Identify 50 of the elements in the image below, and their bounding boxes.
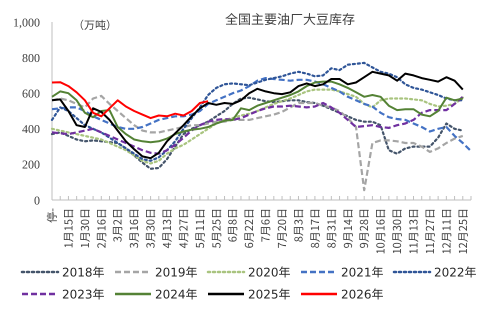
x-tick-label: 12月25日 — [454, 208, 471, 254]
line-series — [50, 96, 464, 170]
legend-label: 2022年 — [434, 266, 477, 280]
x-tick-label: 3月30日 — [142, 208, 159, 248]
legend-label: 2023年 — [62, 288, 105, 302]
x-tick-label: 11月13日 — [405, 208, 422, 254]
x-tick-label: 4月13日 — [159, 208, 176, 248]
y-tick-label: 600 — [22, 86, 40, 100]
y-tick-label: 200 — [22, 158, 40, 172]
x-tick-label: 12月11日 — [438, 208, 454, 254]
x-tick-label: 4月27日 — [175, 208, 192, 248]
line-series — [50, 77, 472, 152]
x-tick-label: 9月14日 — [340, 208, 356, 248]
legend-label: 2021年 — [341, 266, 384, 280]
y-tick-label: 0 — [34, 193, 40, 208]
y-tick-label: 1,000 — [13, 15, 40, 30]
y-axis-title: （万吨） — [73, 17, 117, 33]
x-tick-label: 8月3日 — [290, 208, 306, 242]
legend-label: 2024年 — [155, 288, 198, 302]
x-tick-label: 停- — [44, 208, 60, 223]
line-series — [50, 94, 464, 192]
x-tick-label: 10月16日 — [372, 208, 389, 254]
x-tick-label: 7月20日 — [274, 208, 290, 248]
x-tick-label: 1月30日 — [76, 208, 93, 248]
x-tick-label: 5月11日 — [192, 208, 208, 248]
x-tick-label: 1月15日 — [60, 208, 76, 248]
line-series — [51, 81, 210, 120]
x-tick-label: 9月28日 — [356, 208, 372, 248]
x-tick-label: 11月27日 — [422, 208, 438, 254]
x-tick-label: 8月31日 — [323, 208, 340, 248]
y-tick-label: 800 — [22, 50, 40, 65]
legend-label: 2026年 — [341, 288, 384, 302]
chart-title: 全国主要油厂大豆库存 — [224, 9, 356, 28]
y-tick-label: 400 — [22, 122, 40, 136]
x-tick-label: 6月22日 — [241, 208, 258, 248]
line-series — [50, 88, 464, 165]
legend-label: 2020年 — [248, 266, 291, 280]
legend-label: 2025年 — [248, 288, 291, 302]
x-tick-label: 3月16日 — [126, 208, 142, 248]
legend-label: 2018年 — [62, 266, 105, 280]
x-tick-label: 3月2日 — [110, 208, 126, 242]
x-tick-label: 2月16日 — [93, 208, 110, 248]
line-series — [51, 80, 464, 144]
x-tick-label: 5月25日 — [208, 208, 224, 248]
legend-label: 2019年 — [155, 266, 198, 280]
line-series — [50, 96, 464, 155]
x-tick-label: 10月30日 — [389, 208, 406, 254]
x-tick-label: 8月17日 — [306, 208, 323, 248]
x-tick-label: 6月8日 — [224, 208, 241, 242]
x-tick-label: 7月6日 — [258, 208, 274, 242]
